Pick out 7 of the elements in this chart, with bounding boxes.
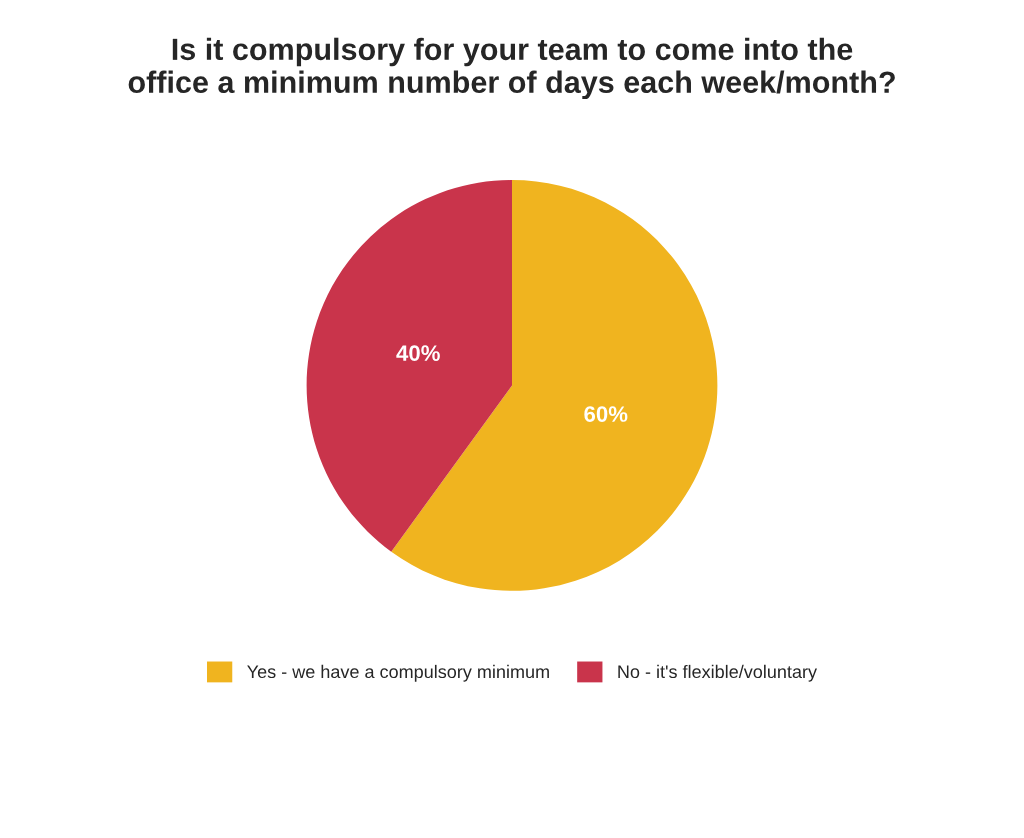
data-label: 40%: [396, 345, 440, 361]
chart-title: Is it compulsory for your team to come into the office a minimum number of days each week/month?: [128, 37, 895, 100]
pie-slice: [306, 180, 512, 552]
legend-label: Yes - we have a compulsory minimum: [247, 664, 549, 682]
legend-label: No - it's flexible/voluntary: [618, 664, 817, 682]
pie-slice: [391, 180, 718, 591]
data-label: 60%: [584, 406, 628, 422]
